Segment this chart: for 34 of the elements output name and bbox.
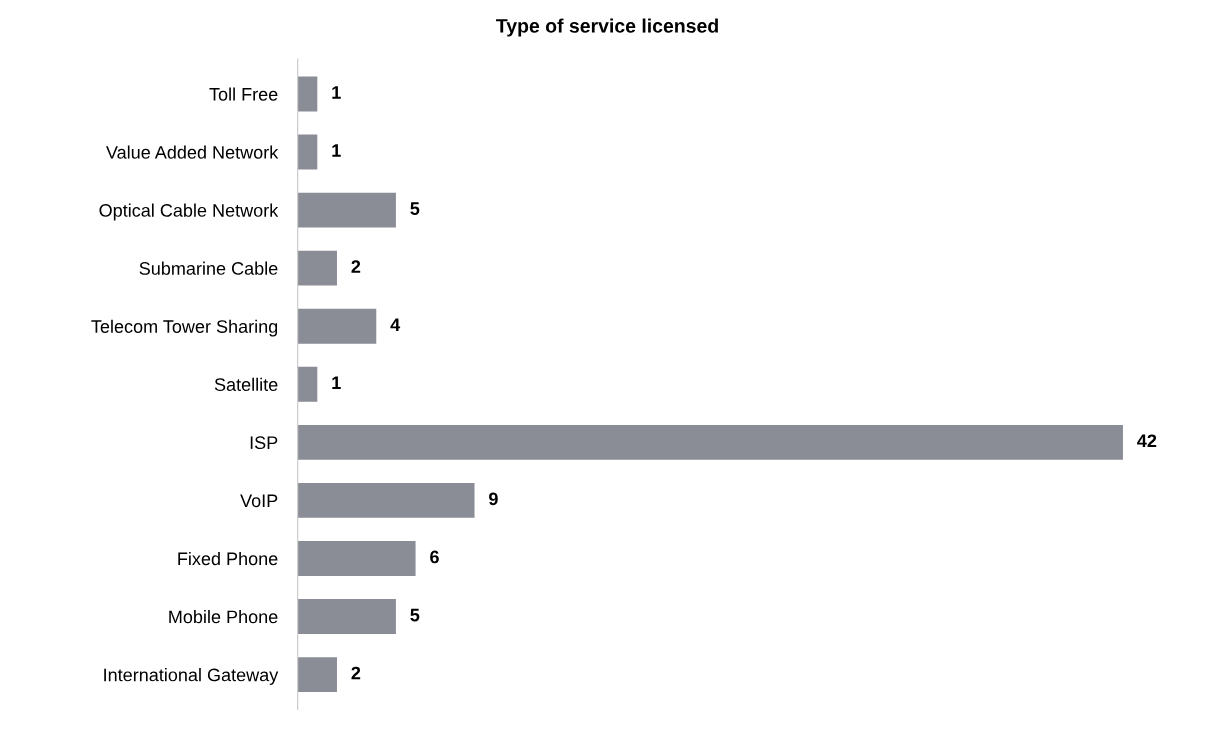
data-label: 5 (410, 608, 420, 622)
y-tick-label: ISP (250, 436, 278, 450)
data-label: 2 (351, 666, 361, 680)
data-label: 4 (390, 318, 401, 331)
y-tick-label: Value Added Network (106, 145, 279, 159)
y-tick-label: Satellite (214, 377, 278, 391)
bar (297, 366, 318, 402)
bar (297, 192, 396, 228)
y-tick-label: Mobile Phone (169, 609, 278, 624)
data-label: 9 (489, 492, 498, 506)
y-tick-label: Toll Free (209, 87, 278, 101)
data-label: 1 (332, 86, 341, 99)
y-tick-label: International Gateway (104, 668, 279, 685)
data-label: 42 (1137, 434, 1157, 448)
y-tick-label: VoIP (240, 494, 278, 508)
y-tick-label: Submarine Cable (139, 261, 278, 275)
bar (297, 599, 396, 634)
bar (297, 482, 475, 518)
chart-title: Type of service licensed (496, 18, 718, 37)
data-label: 2 (351, 260, 361, 273)
bar (297, 541, 416, 576)
bar (297, 76, 318, 112)
y-tick-label: Optical Cable Network (99, 203, 279, 221)
bar (297, 657, 337, 693)
data-label: 5 (410, 202, 420, 215)
bar (297, 424, 1123, 460)
bar (297, 250, 337, 286)
y-tick-label: Telecom Tower Sharing (91, 319, 278, 337)
bar (297, 134, 318, 170)
data-label: 6 (430, 550, 439, 564)
y-tick-label: Fixed Phone (178, 551, 278, 566)
data-label: 1 (332, 376, 341, 389)
bar (297, 308, 377, 344)
data-label: 1 (332, 144, 341, 157)
